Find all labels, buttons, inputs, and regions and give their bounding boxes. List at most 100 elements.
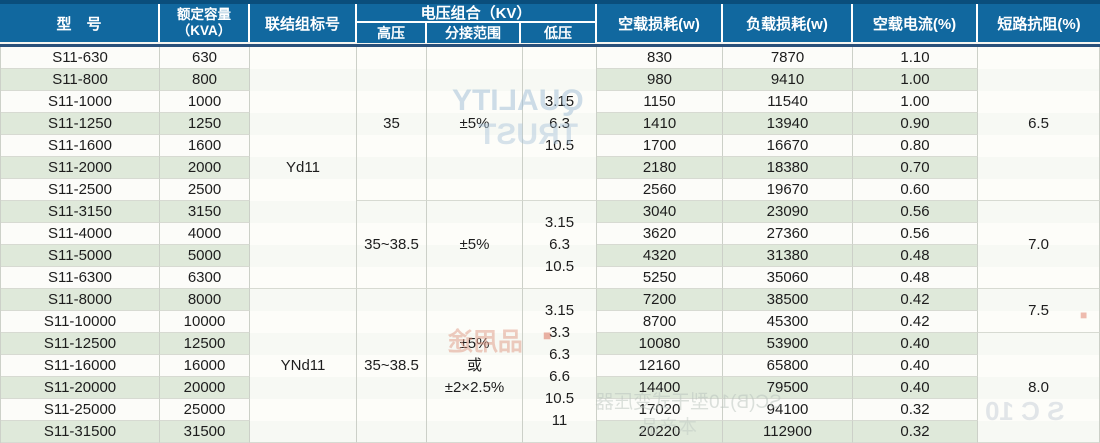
no-load-current-cell: 1.10 [853, 47, 978, 69]
capacity-cell: 2500 [160, 179, 250, 201]
impedance-cell: 7.5 [978, 289, 1100, 333]
lv-cell-text: 3.3 [549, 323, 570, 341]
capacity-cell: 25000 [160, 399, 250, 421]
vector-group-cell: Yd11 [250, 47, 357, 289]
load-loss-cell: 7870 [723, 47, 853, 69]
load-loss-cell: 94100 [723, 399, 853, 421]
model-cell: S11-2500 [1, 179, 160, 201]
lv-cell-text: 6.3 [549, 345, 570, 363]
tap-range-cell: ±5% 或 ±2×2.5% [427, 289, 523, 443]
impedance-cell: 7.0 [978, 201, 1100, 289]
capacity-cell: 16000 [160, 355, 250, 377]
impedance-cell-text: 6.5 [1028, 114, 1049, 132]
load-loss-cell: 79500 [723, 377, 853, 399]
tap-range-cell-text: 或 [466, 356, 482, 374]
header-capacity-line1: 额定容量 [177, 7, 231, 22]
capacity-cell: 10000 [160, 311, 250, 333]
impedance-cell: 8.0 [978, 333, 1100, 443]
load-loss-cell: 27360 [723, 223, 853, 245]
header-model: 型 号 [0, 4, 158, 42]
header-vector-group-label: 联结组标号 [264, 15, 340, 33]
tap-range-cell: ±5% [427, 47, 523, 201]
capacity-cell: 630 [160, 47, 250, 69]
model-cell: S11-800 [1, 69, 160, 91]
capacity-cell: 1600 [160, 135, 250, 157]
no-load-loss-cell: 830 [597, 47, 723, 69]
load-loss-cell: 18380 [723, 157, 853, 179]
capacity-cell: 5000 [160, 245, 250, 267]
lv-cell-text: 10.5 [544, 389, 575, 407]
capacity-cell: 1000 [160, 91, 250, 113]
table-body-grid: S11-630 630 830 7870 1.10 S11-800 800 980 9410 1.… [1, 47, 1100, 443]
header-capacity-line2: （KVA） [176, 23, 232, 38]
no-load-current-cell: 0.40 [853, 377, 978, 399]
model-cell: S11-4000 [1, 223, 160, 245]
load-loss-cell: 45300 [723, 311, 853, 333]
hv-cell: 35~38.5 [357, 201, 427, 289]
load-loss-cell: 13940 [723, 113, 853, 135]
load-loss-cell: 112900 [723, 421, 853, 443]
no-load-current-cell: 1.00 [853, 69, 978, 91]
model-cell: S11-1600 [1, 135, 160, 157]
no-load-current-cell: 0.42 [853, 311, 978, 333]
impedance-cell-text: 8.0 [1028, 378, 1049, 396]
hv-cell: 35~38.5 [357, 289, 427, 443]
no-load-loss-cell: 10080 [597, 333, 723, 355]
capacity-cell: 6300 [160, 267, 250, 289]
impedance-cell: 6.5 [978, 47, 1100, 201]
load-loss-cell: 53900 [723, 333, 853, 355]
model-cell: S11-25000 [1, 399, 160, 421]
no-load-current-cell: 1.00 [853, 91, 978, 113]
no-load-current-cell: 0.42 [853, 289, 978, 311]
model-cell: S11-1250 [1, 113, 160, 135]
table-header-row: 型 号 额定容量 （KVA） 联结组标号 电压组合（KV） 高压 分接范围 低压… [0, 4, 1100, 43]
lv-cell-text: 11 [551, 411, 568, 429]
model-cell: S11-5000 [1, 245, 160, 267]
no-load-loss-cell: 8700 [597, 311, 723, 333]
no-load-current-cell: 0.40 [853, 355, 978, 377]
tap-range-cell-text: ±2×2.5% [444, 378, 505, 396]
no-load-current-cell: 0.48 [853, 267, 978, 289]
model-cell: S11-31500 [1, 421, 160, 443]
lv-cell-text: 3.15 [544, 301, 575, 319]
table-body: S11-630 630 830 7870 1.10 S11-800 800 980 9410 1.… [0, 47, 1100, 443]
no-load-loss-cell: 1150 [597, 91, 723, 113]
no-load-loss-cell: 3040 [597, 201, 723, 223]
load-loss-cell: 35060 [723, 267, 853, 289]
hv-cell-text: 35~38.5 [364, 356, 419, 374]
lv-cell: 3.15 6.3 10.5 [523, 47, 597, 201]
no-load-loss-cell: 4320 [597, 245, 723, 267]
load-loss-cell: 65800 [723, 355, 853, 377]
no-load-loss-cell: 1410 [597, 113, 723, 135]
header-capacity: 额定容量 （KVA） [160, 4, 248, 42]
capacity-cell: 1250 [160, 113, 250, 135]
model-cell: S11-20000 [1, 377, 160, 399]
header-no-load-loss: 空载损耗(w) [597, 4, 721, 42]
no-load-current-cell: 0.48 [853, 245, 978, 267]
model-cell: S11-630 [1, 47, 160, 69]
lv-cell: 3.15 3.3 6.3 6.6 10.5 11 [523, 289, 597, 443]
vector-group-cell: YNd11 [250, 289, 357, 443]
capacity-cell: 2000 [160, 157, 250, 179]
no-load-loss-cell: 7200 [597, 289, 723, 311]
header-vector-group: 联结组标号 [250, 4, 355, 42]
load-loss-cell: 38500 [723, 289, 853, 311]
no-load-loss-cell: 20220 [597, 421, 723, 443]
header-bottom-rule [0, 44, 1100, 47]
lv-cell-text: 6.6 [549, 367, 570, 385]
load-loss-cell: 16670 [723, 135, 853, 157]
hv-cell: 35 [357, 47, 427, 201]
lv-cell-text: 6.3 [549, 235, 570, 253]
header-load-loss: 负载损耗(w) [723, 4, 851, 42]
lv-cell-text: 10.5 [544, 257, 575, 275]
capacity-cell: 31500 [160, 421, 250, 443]
header-voltage-sub-row: 高压 分接范围 低压 [357, 23, 595, 43]
model-cell: S11-16000 [1, 355, 160, 377]
no-load-current-cell: 0.56 [853, 201, 978, 223]
tap-range-cell-text: ±5% [459, 334, 490, 352]
header-hv: 高压 [357, 23, 425, 43]
capacity-cell: 8000 [160, 289, 250, 311]
no-load-loss-cell: 1700 [597, 135, 723, 157]
no-load-loss-cell: 12160 [597, 355, 723, 377]
load-loss-cell: 9410 [723, 69, 853, 91]
